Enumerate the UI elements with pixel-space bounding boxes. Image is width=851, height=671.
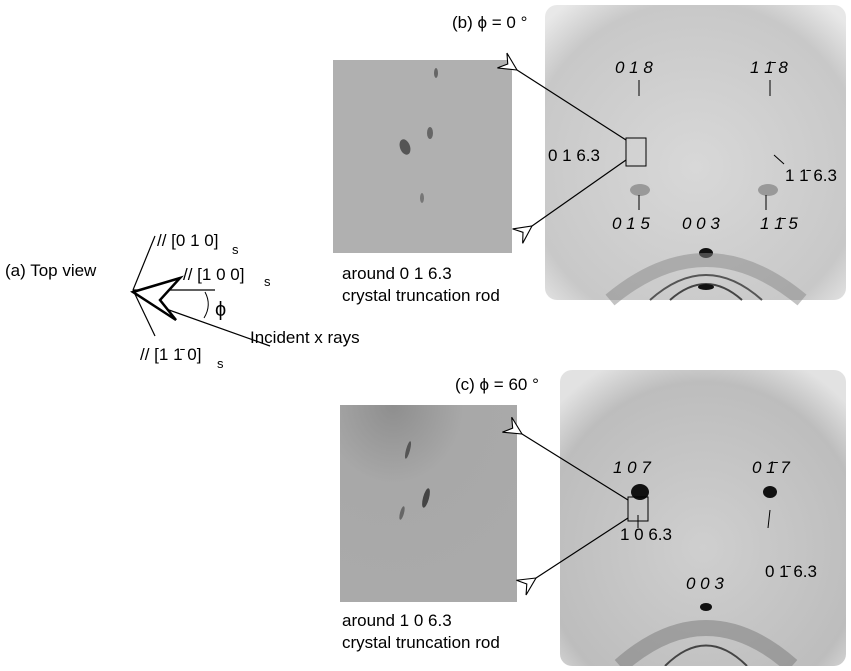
inset-image [333, 60, 512, 253]
caption: crystal truncation rod [342, 286, 500, 305]
figure: (a) Top view // [0 1 0] s // [1 0 0] s /… [0, 0, 851, 666]
axis-label: // [0 1 0] [157, 231, 218, 250]
panel-c: (c) ϕ = 60 ° 1 0 7 0 1̄ 7 1 0 6.3 0 1̄ 6… [340, 370, 846, 666]
panel-b: (b) ϕ = 0 ° 0 1 8 1 1̄ 8 0 1 6.3 1 1̄ 6.… [333, 5, 846, 305]
spot [763, 486, 777, 498]
incident-arrow [133, 278, 180, 320]
panel-title: (c) ϕ = 60 ° [455, 375, 539, 394]
spot [698, 284, 714, 290]
spot-label: 1 1̄ 6.3 [785, 166, 837, 185]
panel-label: (a) Top view [5, 261, 97, 280]
axis-label: // [1 1̄ 0] [140, 345, 201, 364]
axis-sub: s [217, 356, 224, 371]
panel-title: (b) ϕ = 0 ° [452, 13, 527, 32]
axis-sub: s [232, 242, 239, 257]
spot-label: 1 0 7 [613, 458, 651, 477]
spot-label: 0 1 6.3 [548, 146, 600, 165]
spot [700, 603, 712, 611]
axis-label: // [1 0 0] [183, 265, 244, 284]
spot [630, 184, 650, 196]
caption: crystal truncation rod [342, 633, 500, 652]
caption: around 1 0 6.3 [342, 611, 452, 630]
spot [631, 484, 649, 500]
incident-label: Incident x rays [250, 328, 360, 347]
spot-label: 1 1̄ 5 [760, 214, 798, 233]
spot-label: 1 1̄ 8 [750, 58, 788, 77]
caption: around 0 1 6.3 [342, 264, 452, 283]
inset-spot [434, 68, 438, 78]
axis-line [133, 236, 155, 290]
spot [758, 184, 778, 196]
spot-label: 1 0 6.3 [620, 525, 672, 544]
spot-label: 0 0 3 [686, 574, 724, 593]
spot-label: 0 1 8 [615, 58, 653, 77]
panel-a: (a) Top view // [0 1 0] s // [1 0 0] s /… [5, 231, 360, 371]
spot-label: 0 1 5 [612, 214, 650, 233]
inset-image [340, 405, 517, 602]
inset-spot [420, 193, 424, 203]
spot-label: 0 1̄ 7 [752, 458, 790, 477]
inset-spot [427, 127, 433, 139]
angle-arc [204, 292, 208, 318]
spot-label: 0 1̄ 6.3 [765, 562, 817, 581]
axis-sub: s [264, 274, 271, 289]
spot-label: 0 0 3 [682, 214, 720, 233]
angle-label: ϕ [215, 299, 226, 321]
